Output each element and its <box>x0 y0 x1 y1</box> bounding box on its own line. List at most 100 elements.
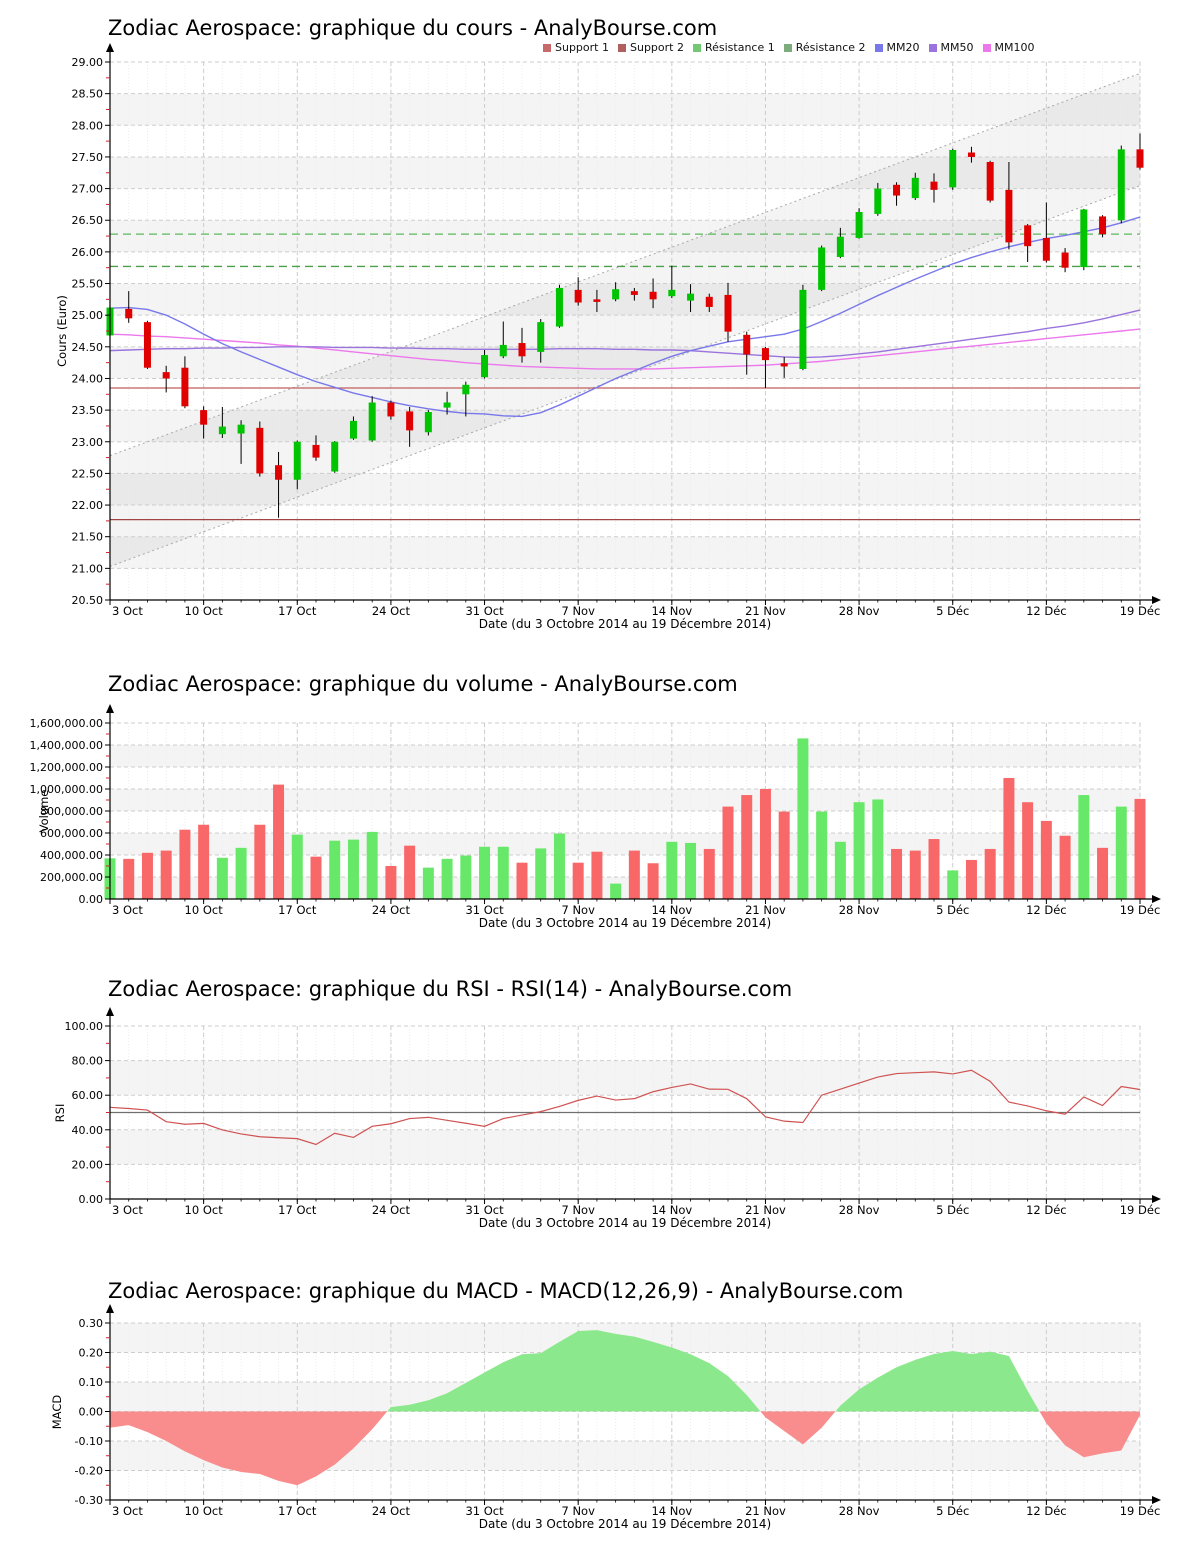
svg-text:-0.20: -0.20 <box>75 1465 103 1478</box>
rsi-chart-section: Zodiac Aerospace: graphique du RSI - RSI… <box>0 950 1200 1260</box>
x-axis-arrow <box>1152 895 1161 903</box>
mm50-line <box>109 309 1141 359</box>
plot-background-stripes <box>110 1060 1140 1165</box>
legend-color-swatch <box>928 43 937 52</box>
svg-text:19 Déc: 19 Déc <box>1120 903 1161 917</box>
svg-text:3 Oct: 3 Oct <box>112 903 143 917</box>
y-axis-arrow <box>106 43 114 52</box>
svg-text:25.50: 25.50 <box>72 278 104 291</box>
svg-text:27.50: 27.50 <box>72 151 104 164</box>
svg-text:5 Déc: 5 Déc <box>936 1203 969 1217</box>
svg-text:10 Oct: 10 Oct <box>185 903 224 917</box>
legend-item-label: MM50 <box>940 41 974 54</box>
macd-chart-title: Zodiac Aerospace: graphique du MACD - MA… <box>108 1279 904 1303</box>
svg-text:100.00: 100.00 <box>65 1020 104 1033</box>
x-axis-arrow <box>1152 1195 1161 1203</box>
y-axis-ticks: 1,600,000.00 1,400,000.00 1,200,000.00 1,00… <box>30 717 110 906</box>
svg-text:24.50: 24.50 <box>72 341 104 354</box>
svg-text:28 Nov: 28 Nov <box>839 1504 880 1518</box>
svg-text:19 Déc: 19 Déc <box>1120 1504 1161 1518</box>
svg-text:24 Oct: 24 Oct <box>372 604 411 618</box>
x-axis-title: Date (du 3 Octobre 2014 au 19 Décembre 2… <box>479 617 771 631</box>
rsi-line <box>109 1069 1141 1146</box>
y-axis-ticks: 29.00 28.50 28.00 27.50 27.00 26.50 26.00 25.50… <box>72 56 110 607</box>
y-axis-arrow <box>106 1304 114 1313</box>
legend-item-label: MM100 <box>994 41 1035 54</box>
svg-text:26.00: 26.00 <box>72 246 104 259</box>
svg-text:17 Oct: 17 Oct <box>278 1203 317 1217</box>
svg-text:0.30: 0.30 <box>79 1317 104 1330</box>
x-axis-title: Date (du 3 Octobre 2014 au 19 Décembre 2… <box>479 916 771 930</box>
svg-text:28.00: 28.00 <box>72 119 104 132</box>
svg-text:800,000.00: 800,000.00 <box>40 805 103 818</box>
legend-color-swatch <box>617 43 626 52</box>
svg-text:31 Oct: 31 Oct <box>465 1504 504 1518</box>
x-axis-ticks: 3 Oct 10 Oct 17 Oct 24 Oct 31 Oct 7 Nov 14 Nov… <box>109 600 1161 618</box>
legend-color-swatch <box>874 43 883 52</box>
legend-color-swatch <box>543 43 551 52</box>
legend-color-swatch <box>783 43 792 52</box>
volume-chart-section: Zodiac Aerospace: graphique du volume - … <box>0 660 1200 950</box>
svg-text:-0.30: -0.30 <box>75 1494 103 1507</box>
svg-text:7 Nov: 7 Nov <box>561 604 595 618</box>
svg-text:80.00: 80.00 <box>72 1055 104 1068</box>
svg-text:14 Nov: 14 Nov <box>651 903 692 917</box>
svg-text:0.00: 0.00 <box>79 893 104 906</box>
volume-bars <box>104 738 1146 899</box>
legend-item-label: Support 1 <box>555 41 609 54</box>
svg-text:22.00: 22.00 <box>72 499 104 512</box>
axes <box>106 43 1161 604</box>
svg-text:1,400,000.00: 1,400,000.00 <box>30 739 103 752</box>
legend-item-resistance-1: Résistance 1 <box>692 41 775 54</box>
svg-text:24 Oct: 24 Oct <box>372 1203 411 1217</box>
svg-text:14 Nov: 14 Nov <box>651 1504 692 1518</box>
x-axis-arrow <box>1152 596 1161 604</box>
svg-text:10 Oct: 10 Oct <box>185 604 224 618</box>
macd-chart-section: Zodiac Aerospace: graphique du MACD - MA… <box>0 1260 1200 1550</box>
gridlines <box>110 61 1141 600</box>
legend-color-swatch <box>692 43 701 52</box>
legend-item-mm100: MM100 <box>982 41 1035 54</box>
price-chart-legend: Support 1 Support 2 Résistance 1 Résistance… <box>543 41 1034 54</box>
svg-text:1,200,000.00: 1,200,000.00 <box>30 761 103 774</box>
svg-text:5 Déc: 5 Déc <box>936 1504 969 1518</box>
svg-text:3 Oct: 3 Oct <box>112 1504 143 1518</box>
x-axis-ticks: 3 Oct 10 Oct 17 Oct 24 Oct 31 Oct 7 Nov 14 Nov… <box>109 1199 1161 1217</box>
y-axis-ticks: 0.30 0.20 0.10 0.00 -0.10 -0.20 -0.30 <box>75 1317 110 1507</box>
svg-text:31 Oct: 31 Oct <box>465 903 504 917</box>
svg-text:20.50: 20.50 <box>72 594 104 607</box>
y-axis-arrow <box>106 704 114 713</box>
svg-text:17 Oct: 17 Oct <box>278 903 317 917</box>
svg-text:10 Oct: 10 Oct <box>185 1504 224 1518</box>
svg-text:1,000,000.00: 1,000,000.00 <box>30 783 103 796</box>
legend-item-label: Support 2 <box>629 41 684 54</box>
svg-text:29.00: 29.00 <box>72 56 104 69</box>
svg-text:5 Déc: 5 Déc <box>936 903 969 917</box>
svg-text:17 Oct: 17 Oct <box>278 604 317 618</box>
mm20-line <box>109 216 1141 418</box>
svg-text:25.00: 25.00 <box>72 309 104 322</box>
legend-item-label: MM20 <box>886 41 920 54</box>
macd-area <box>110 1330 1140 1486</box>
axes <box>106 1007 1161 1203</box>
support-resistance-lines <box>110 233 1140 521</box>
svg-text:21 Nov: 21 Nov <box>745 1504 786 1518</box>
svg-text:12 Déc: 12 Déc <box>1026 604 1067 618</box>
legend-item-support-2: Support 2 <box>617 41 684 54</box>
svg-text:19 Déc: 19 Déc <box>1120 604 1161 618</box>
axes <box>106 1304 1161 1504</box>
trend-channel-borders <box>109 72 1141 567</box>
svg-text:19 Déc: 19 Déc <box>1120 1203 1161 1217</box>
y-axis-arrow <box>106 1007 114 1016</box>
svg-text:60.00: 60.00 <box>72 1089 104 1102</box>
svg-text:21.00: 21.00 <box>72 562 104 575</box>
legend-item-mm20: MM20 <box>874 41 920 54</box>
svg-text:12 Déc: 12 Déc <box>1026 903 1067 917</box>
rsi-chart-title: Zodiac Aerospace: graphique du RSI - RSI… <box>108 977 793 1001</box>
svg-text:27.00: 27.00 <box>72 183 104 196</box>
x-axis-ticks: 3 Oct 10 Oct 17 Oct 24 Oct 31 Oct 7 Nov 14 Nov… <box>109 899 1161 917</box>
trend-channel <box>110 73 1140 567</box>
x-axis-arrow <box>1152 1496 1161 1504</box>
svg-text:14 Nov: 14 Nov <box>651 1203 692 1217</box>
svg-text:0.00: 0.00 <box>79 1406 104 1419</box>
